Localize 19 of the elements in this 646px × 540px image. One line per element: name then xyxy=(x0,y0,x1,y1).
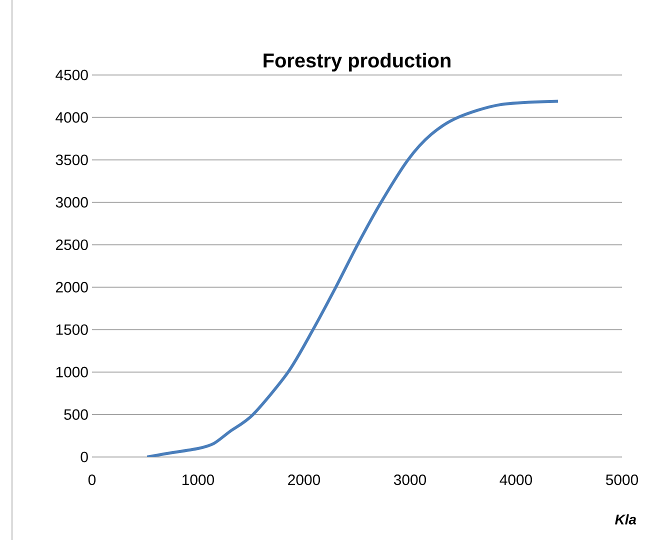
x-tick-label: 3000 xyxy=(394,474,426,486)
y-tick-label: 3500 xyxy=(56,154,88,166)
x-tick-label: 1000 xyxy=(182,474,214,486)
x-tick-label: 2000 xyxy=(288,474,320,486)
x-tick-label: 4000 xyxy=(500,474,532,486)
y-tick-label: 4000 xyxy=(56,112,88,123)
x-tick-label: 5000 xyxy=(606,474,638,486)
y-tick-label: 1000 xyxy=(56,366,88,378)
y-tick-label: 500 xyxy=(64,409,88,420)
line-series xyxy=(146,100,560,457)
y-tick-label: 2000 xyxy=(56,282,88,292)
x-tick-label: 0 xyxy=(88,474,96,486)
y-tick-label: 1500 xyxy=(56,324,88,335)
y-tick-label: 3000 xyxy=(56,197,88,208)
chart-title: Forestry production xyxy=(264,52,450,72)
y-tick-label: 0 xyxy=(80,452,88,462)
y-tick-label: 4500 xyxy=(56,70,88,80)
x-axis-title: Kla xyxy=(615,514,636,524)
y-tick-label: 2500 xyxy=(56,239,88,250)
